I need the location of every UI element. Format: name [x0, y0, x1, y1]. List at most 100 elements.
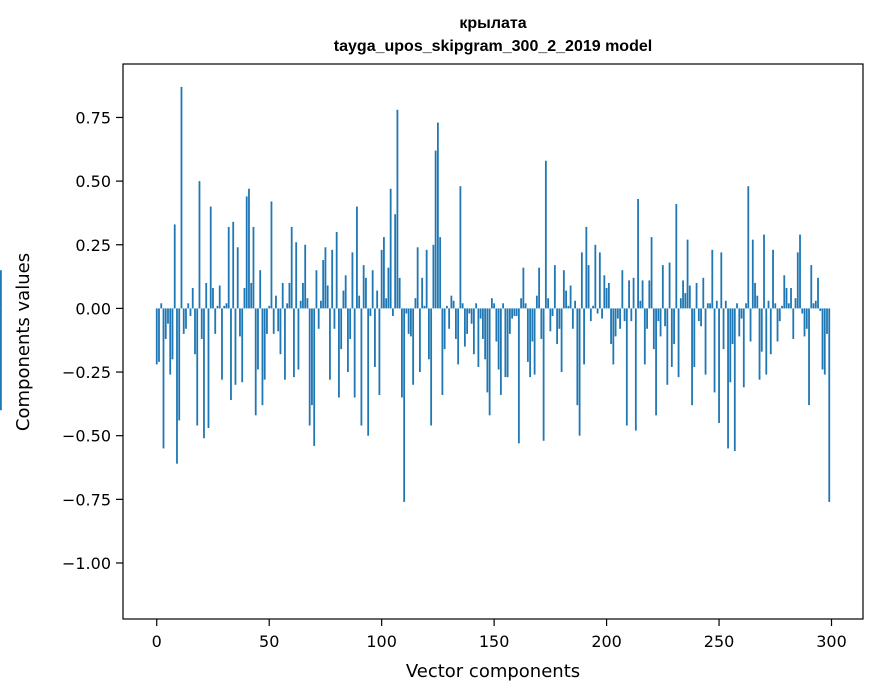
bar	[270, 201, 273, 309]
bar	[799, 234, 801, 309]
bar	[360, 308, 363, 426]
bar	[405, 308, 408, 314]
bar	[475, 303, 478, 309]
y-axis-label: Components values	[13, 253, 34, 431]
bar	[187, 303, 190, 309]
bar	[614, 308, 617, 337]
bar	[463, 308, 466, 347]
bar	[666, 308, 669, 385]
bar	[481, 308, 484, 339]
bar	[284, 308, 286, 380]
bar	[454, 308, 457, 339]
bar	[499, 308, 502, 395]
bar	[567, 305, 570, 309]
bar	[221, 308, 223, 380]
bar	[826, 308, 828, 334]
bar	[493, 303, 496, 309]
bar	[652, 308, 655, 350]
bar	[344, 275, 347, 309]
bar	[189, 308, 192, 317]
bar	[594, 244, 597, 309]
bar	[745, 303, 747, 309]
bar	[758, 308, 761, 380]
y-tick-label: −0.50	[62, 427, 111, 446]
bar	[419, 308, 421, 373]
bar	[697, 308, 700, 322]
bar	[700, 308, 702, 327]
bar	[529, 308, 532, 378]
bar	[347, 308, 349, 373]
bar	[173, 224, 176, 309]
bar	[587, 265, 590, 309]
bar	[277, 308, 280, 332]
bar	[610, 308, 612, 345]
bar	[574, 300, 576, 309]
bar	[470, 308, 473, 324]
bar	[727, 308, 729, 449]
bar	[747, 186, 750, 309]
bar	[324, 247, 327, 309]
bar	[209, 206, 212, 309]
bar	[398, 277, 401, 309]
bar	[670, 308, 673, 367]
bar	[729, 308, 732, 383]
bar	[790, 288, 792, 309]
y-tick-label: 0.75	[75, 108, 111, 127]
bar	[560, 308, 563, 373]
bar	[679, 298, 682, 309]
bar-series	[0, 86, 831, 502]
bar	[769, 308, 772, 355]
x-tick-label: 250	[704, 632, 735, 651]
bar	[781, 305, 783, 309]
bar	[641, 280, 644, 309]
bar	[333, 308, 336, 329]
bar	[814, 300, 817, 309]
bar	[661, 265, 664, 309]
bar	[731, 308, 734, 345]
y-tick-label: 0.00	[75, 299, 111, 318]
bar	[425, 249, 428, 309]
bar	[484, 308, 487, 360]
bar	[612, 308, 615, 365]
bar	[659, 308, 662, 337]
bar	[682, 280, 684, 309]
bar	[250, 282, 253, 309]
bar	[412, 308, 415, 385]
bar	[155, 308, 158, 365]
bar	[326, 285, 329, 309]
bar	[436, 122, 439, 309]
bar	[158, 308, 160, 362]
bar	[338, 308, 340, 398]
bar	[601, 308, 603, 319]
bar	[434, 150, 437, 309]
bar	[288, 282, 291, 309]
bar	[607, 282, 610, 309]
bar	[486, 308, 489, 393]
bar	[738, 308, 741, 337]
bar	[504, 308, 507, 378]
bar	[774, 303, 777, 309]
bar	[819, 308, 822, 311]
bar	[702, 277, 705, 309]
bar	[232, 221, 235, 309]
bar	[349, 308, 352, 339]
bar	[0, 270, 2, 309]
bar	[185, 308, 187, 329]
bar	[592, 305, 594, 309]
bar	[385, 298, 388, 309]
bar	[374, 308, 376, 367]
bar	[637, 198, 639, 309]
bar	[428, 308, 430, 360]
bar	[553, 265, 556, 309]
bar	[776, 308, 779, 342]
bar	[459, 186, 462, 309]
bar	[749, 308, 752, 342]
bar	[171, 308, 174, 360]
bar	[162, 308, 165, 449]
bar	[295, 242, 298, 309]
bar	[169, 308, 172, 375]
bar	[268, 305, 271, 309]
bar	[461, 303, 464, 309]
bar	[625, 308, 628, 426]
